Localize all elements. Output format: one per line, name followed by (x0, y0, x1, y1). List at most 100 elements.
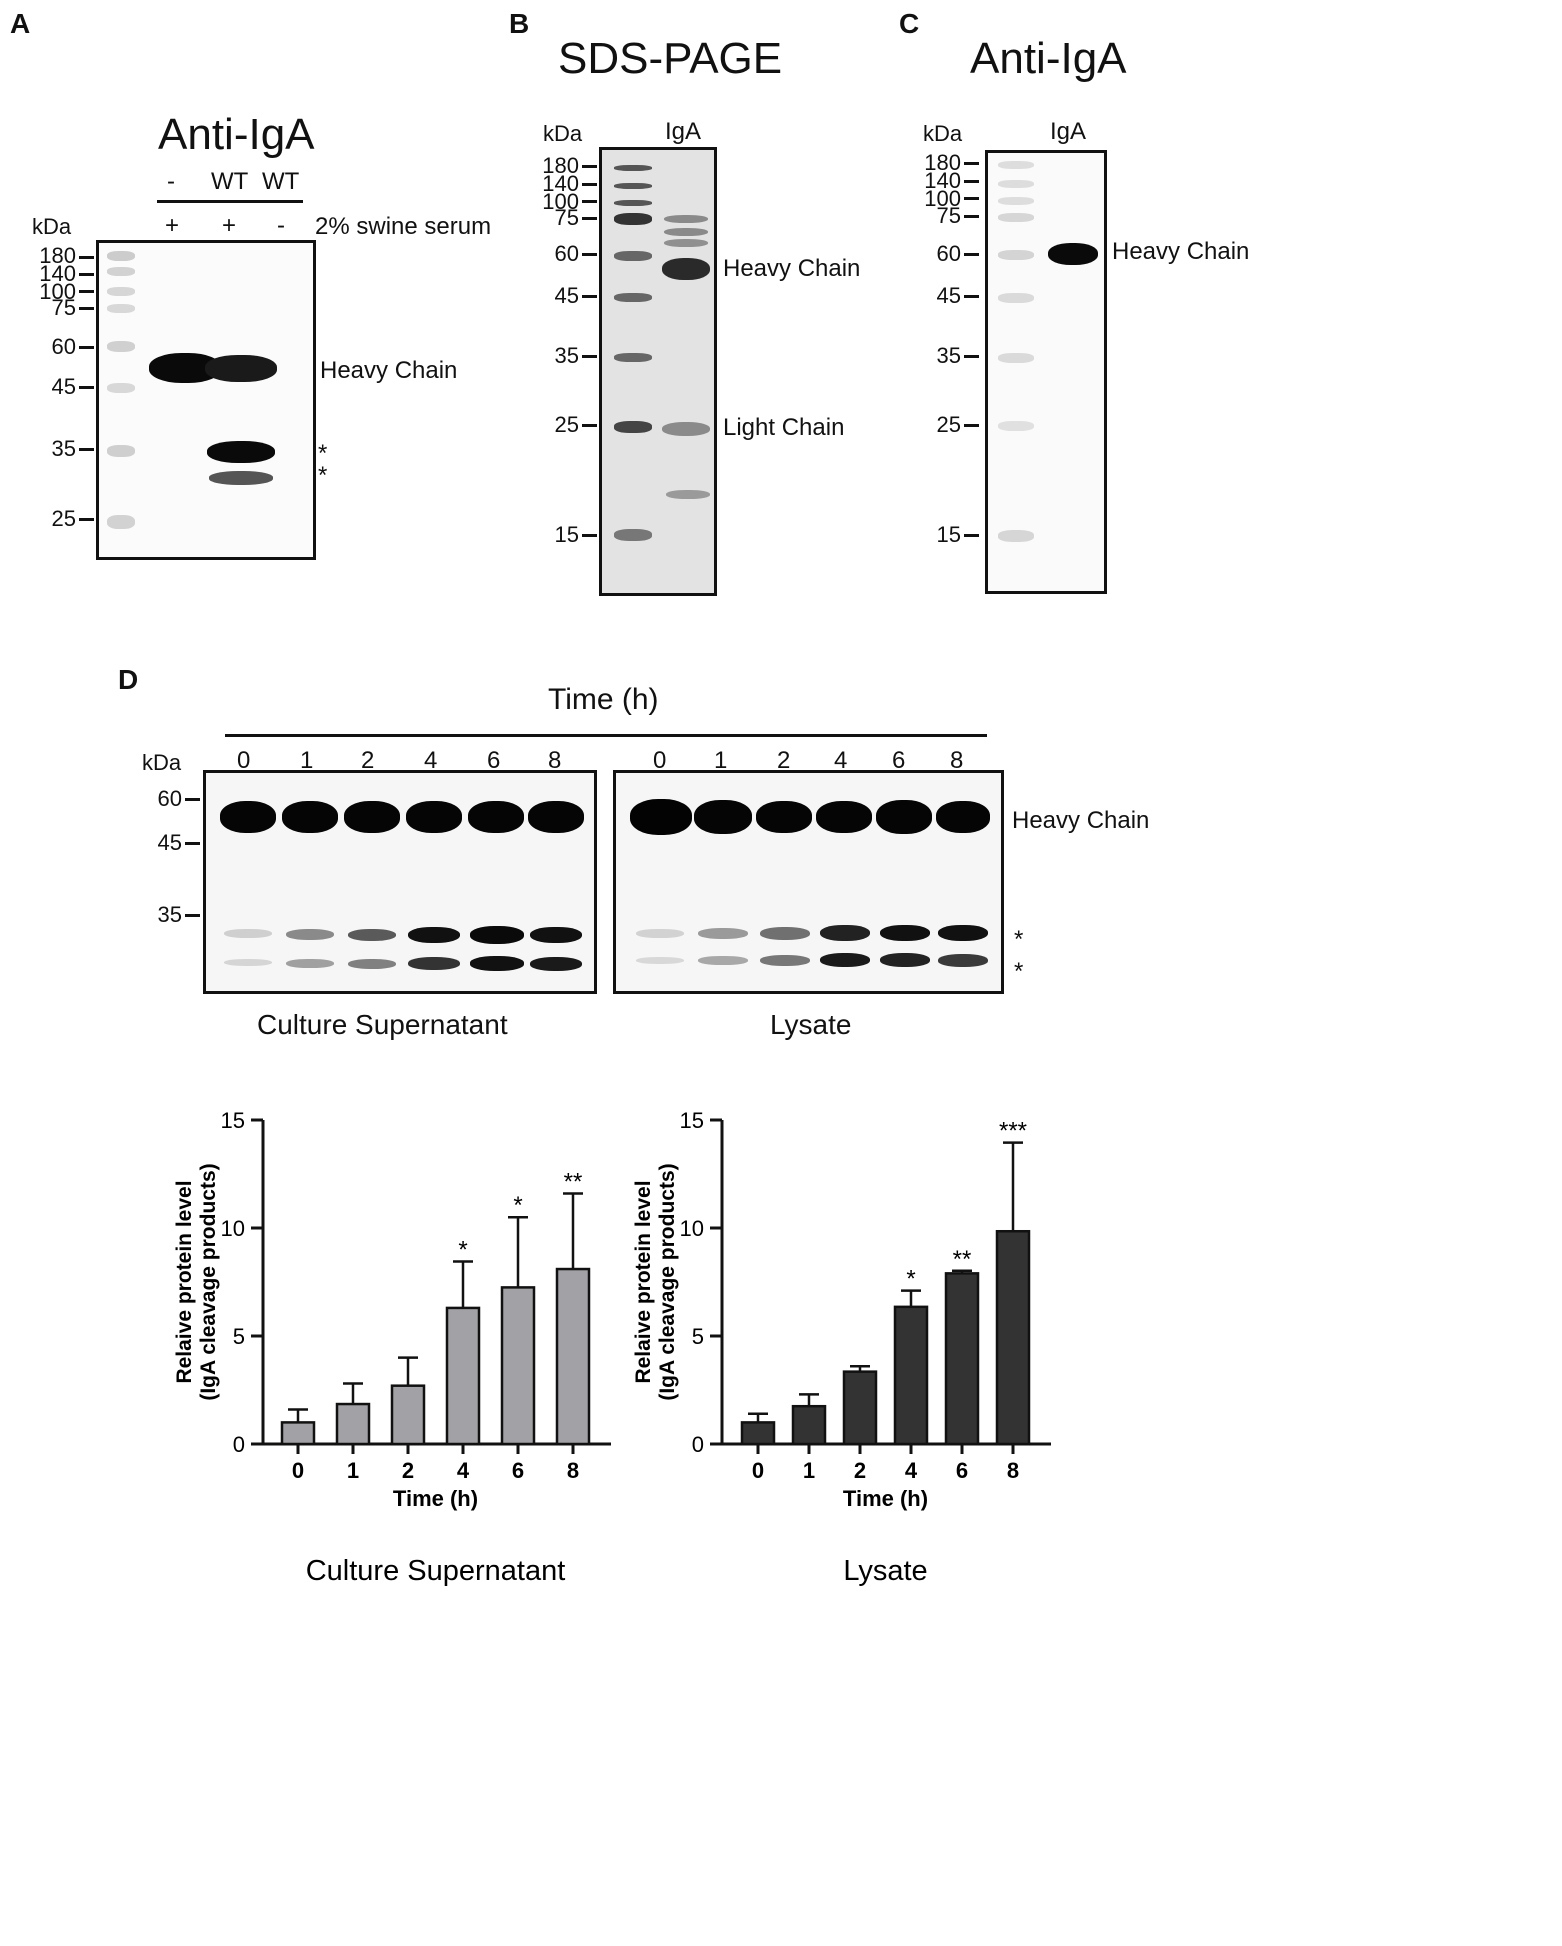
y-axis-title: Relaive protein level (632, 1180, 655, 1383)
marker-b-15: 15 (554, 522, 579, 547)
bar (500, 1286, 536, 1446)
tick-b (582, 424, 597, 427)
x-tick-label: 8 (567, 1458, 579, 1483)
chart-title: Culture Supernatant (306, 1555, 566, 1587)
tick-a-140 (79, 273, 94, 276)
panel-c-title: Anti-IgA (970, 34, 1127, 83)
panel-c-letter: C (899, 8, 920, 39)
x-tick-label: 0 (292, 1458, 304, 1483)
x-tick-label: 6 (512, 1458, 524, 1483)
y-tick-label: 0 (233, 1432, 245, 1457)
tick-a-60 (79, 346, 94, 349)
x-tick-label: 2 (402, 1458, 414, 1483)
heavy-chain-band (205, 355, 277, 382)
x-tick-label: 2 (854, 1458, 866, 1483)
blot-d-supernatant (203, 770, 597, 994)
lane-d-left-6: 6 (487, 747, 501, 774)
y-axis-title: Relaive protein level (173, 1180, 196, 1383)
lane-d-left-4: 4 (424, 747, 438, 774)
lane-label-b: IgA (665, 118, 702, 145)
marker-c-35: 35 (936, 343, 961, 368)
significance-marker: *** (999, 1118, 1027, 1145)
kda-label-a: kDa (32, 214, 72, 239)
blot-a (96, 240, 316, 560)
marker-c-15: 15 (936, 522, 961, 547)
x-tick-label: 8 (1007, 1458, 1019, 1483)
x-tick-label: 4 (457, 1458, 470, 1483)
lane-label-a-3: WT (262, 168, 300, 195)
tick-a-100 (79, 290, 94, 293)
marker-c-100: 100 (924, 186, 961, 211)
marker-b-180: 180 (542, 153, 579, 178)
x-axis-title: Time (h) (843, 1486, 928, 1511)
lane-label-c: IgA (1050, 118, 1087, 145)
tick-b (582, 253, 597, 256)
x-tick-label: 1 (803, 1458, 815, 1483)
band-label-a: Heavy Chain (320, 357, 458, 384)
marker-a-35: 35 (51, 436, 76, 461)
serum-sign-2: + (222, 212, 237, 239)
time-line (225, 734, 987, 737)
kda-label-c: kDa (923, 121, 963, 146)
light-chain-band (662, 422, 710, 436)
y-tick-label: 0 (692, 1432, 704, 1457)
tick-a-45 (79, 386, 94, 389)
y-tick-label: 15 (680, 1108, 704, 1133)
tick-b (582, 183, 597, 186)
tick-d (185, 914, 200, 917)
lane-d-right-4: 4 (834, 747, 848, 774)
lane-d-left-1: 1 (300, 747, 314, 774)
kda-label-b: kDa (543, 121, 583, 146)
tick-a-35 (79, 448, 94, 451)
marker-a-45: 45 (51, 374, 76, 399)
heavy-chain-band (1048, 243, 1098, 265)
band-label-c: Heavy Chain (1112, 238, 1250, 265)
marker-a-60: 60 (51, 334, 76, 359)
lane-header-line (157, 200, 303, 203)
tick-c (964, 197, 979, 200)
marker-c-180: 180 (924, 150, 961, 175)
heavy-chain-band (662, 258, 710, 280)
significance-marker: * (513, 1192, 522, 1219)
marker-a-25: 25 (51, 506, 76, 531)
lane-d-right-2: 2 (777, 747, 791, 774)
marker-c-140: 140 (924, 168, 961, 193)
cleavage-band (209, 471, 273, 485)
marker-b-75: 75 (554, 205, 579, 230)
tick-c (964, 253, 979, 256)
asterisk-d-2: * (1014, 958, 1024, 985)
tick-b (582, 534, 597, 537)
tick-c (964, 355, 979, 358)
panel-a-title: Anti-IgA (158, 110, 315, 159)
tick-b (582, 200, 597, 203)
tick-c (964, 295, 979, 298)
band-label-d: Heavy Chain (1012, 807, 1150, 834)
lane-d-right-6: 6 (892, 747, 906, 774)
heavy-label-b: Heavy Chain (723, 255, 861, 282)
marker-d-45: 45 (157, 830, 182, 855)
tick-b (582, 355, 597, 358)
tick-b (582, 217, 597, 220)
asterisk-a-2: * (318, 462, 328, 489)
marker-a-75: 75 (51, 295, 76, 320)
bar (791, 1404, 827, 1446)
tick-a-180 (79, 256, 94, 259)
blot-d-lysate (613, 770, 1004, 994)
panel-b-letter: B (509, 8, 530, 39)
y-axis-title: (IgA cleavage products) (197, 1163, 220, 1400)
blot-c (985, 150, 1107, 594)
marker-c-45: 45 (936, 283, 961, 308)
lane-d-left-0: 0 (237, 747, 251, 774)
y-tick-label: 5 (233, 1324, 245, 1349)
y-tick-label: 10 (221, 1216, 245, 1241)
y-tick-label: 15 (221, 1108, 245, 1133)
marker-b-140: 140 (542, 171, 579, 196)
x-tick-label: 1 (347, 1458, 359, 1483)
marker-a-100: 100 (39, 279, 76, 304)
bar (995, 1229, 1031, 1446)
lane-d-right-8: 8 (950, 747, 964, 774)
tick-d (185, 798, 200, 801)
panel-b-title: SDS-PAGE (558, 34, 783, 83)
